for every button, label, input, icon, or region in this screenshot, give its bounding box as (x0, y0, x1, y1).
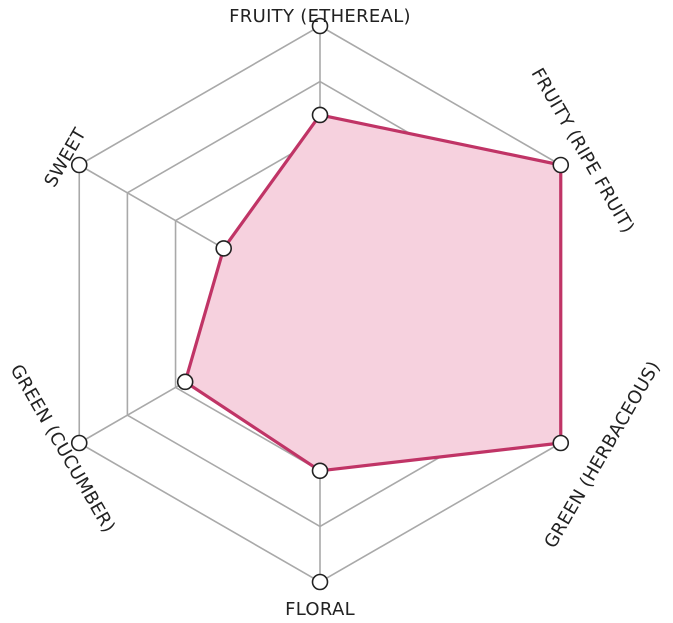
axis-end-marker-6 (70, 156, 88, 174)
series-area-1 (183, 113, 563, 473)
axis-end-marker-5 (70, 434, 88, 452)
axis-end-marker-2 (552, 156, 570, 174)
data-point-4 (311, 462, 329, 480)
data-point-1 (311, 106, 329, 124)
data-point-5 (176, 373, 194, 391)
axis-label-1: FRUITY (ETHEREAL) (229, 6, 411, 27)
axis-label-4: FLORAL (285, 599, 355, 620)
axis-end-marker-4 (311, 573, 329, 591)
radar-series (70, 17, 570, 591)
axis-label-5: GREEN (CUCUMBER) (6, 361, 119, 536)
axis-end-marker-1 (311, 17, 329, 35)
axis-end-marker-3 (552, 434, 570, 452)
axis-label-6: SWEET (40, 124, 91, 191)
data-point-6 (215, 240, 232, 257)
